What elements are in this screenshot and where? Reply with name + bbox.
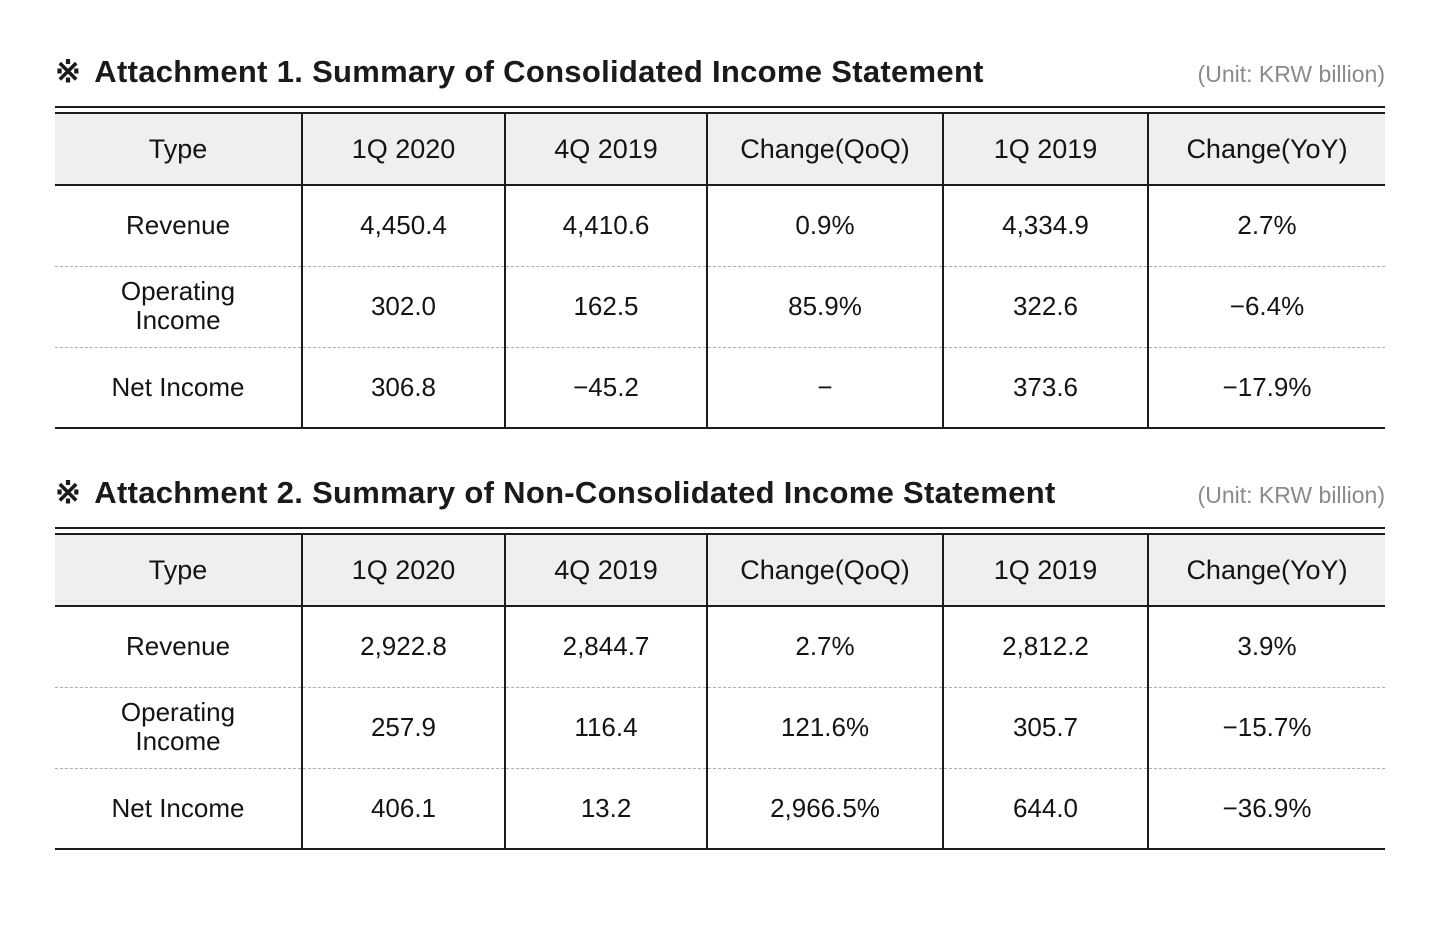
column-header-4q2019: 4Q 2019 <box>504 113 707 186</box>
reference-mark: ※ <box>55 475 82 510</box>
table-cell: 4,334.9 <box>942 185 1148 266</box>
column-header-1q2019: 1Q 2019 <box>942 113 1148 186</box>
table-row-net-income: Net Income 306.8 −45.2 − 373.6 −17.9% <box>55 346 1385 428</box>
table-row-revenue: Revenue 4,450.4 4,410.6 0.9% 4,334.9 2.7… <box>55 185 1385 266</box>
table-cell: 162.5 <box>504 265 707 347</box>
table-cell: − <box>706 346 943 428</box>
row-label: Operating Income <box>55 686 302 768</box>
table-cell: 406.1 <box>301 767 505 849</box>
table-cell: 85.9% <box>706 265 943 347</box>
table-cell: 305.7 <box>942 686 1148 768</box>
row-label-text: Revenue <box>125 210 231 241</box>
attachment-2-title-row: ※ Attachment 2. Summary of Non-Consolidat… <box>55 475 1385 511</box>
table-cell: −45.2 <box>504 346 707 428</box>
column-header-1q2020: 1Q 2020 <box>301 113 505 186</box>
table-cell: 3.9% <box>1147 606 1385 687</box>
column-header-change-yoy: Change(YoY) <box>1147 113 1385 186</box>
table-cell: 13.2 <box>504 767 707 849</box>
header-row: Type 1Q 2020 4Q 2019 Change(QoQ) 1Q 2019… <box>55 534 1385 607</box>
table-cell: 257.9 <box>301 686 505 768</box>
table-cell: −17.9% <box>1147 346 1385 428</box>
row-label-text: Revenue <box>125 631 231 662</box>
table-cell: 121.6% <box>706 686 943 768</box>
attachment-2-title-text: Attachment 2. Summary of Non-Consolidate… <box>94 475 1056 510</box>
table-cell: 306.8 <box>301 346 505 428</box>
attachment-1-title-text: Attachment 1. Summary of Consolidated In… <box>94 54 984 89</box>
table-row-operating-income: Operating Income 257.9 116.4 121.6% 305.… <box>55 686 1385 768</box>
consolidated-income-table-wrap: Type 1Q 2020 4Q 2019 Change(QoQ) 1Q 2019… <box>55 106 1385 429</box>
table-cell: −36.9% <box>1147 767 1385 849</box>
reference-mark: ※ <box>55 54 82 89</box>
table-cell: 373.6 <box>942 346 1148 428</box>
column-header-type: Type <box>55 534 302 607</box>
consolidated-income-table: Type 1Q 2020 4Q 2019 Change(QoQ) 1Q 2019… <box>55 112 1385 429</box>
table-cell: 0.9% <box>706 185 943 266</box>
table-row-revenue: Revenue 2,922.8 2,844.7 2.7% 2,812.2 3.9… <box>55 606 1385 687</box>
column-header-1q2019: 1Q 2019 <box>942 534 1148 607</box>
table-row-operating-income: Operating Income 302.0 162.5 85.9% 322.6… <box>55 265 1385 347</box>
column-header-change-qoq: Change(QoQ) <box>706 534 943 607</box>
table-cell: −6.4% <box>1147 265 1385 347</box>
attachment-2-title: ※ Attachment 2. Summary of Non-Consolidat… <box>55 475 1056 511</box>
row-label-text: Net Income <box>111 371 245 402</box>
non-consolidated-income-table-wrap: Type 1Q 2020 4Q 2019 Change(QoQ) 1Q 2019… <box>55 527 1385 850</box>
row-label: Net Income <box>55 767 302 849</box>
table-cell: 2,966.5% <box>706 767 943 849</box>
unit-label: (Unit: KRW billion) <box>1197 61 1385 87</box>
column-header-change-qoq: Change(QoQ) <box>706 113 943 186</box>
table-cell: 2,922.8 <box>301 606 505 687</box>
row-label-text: Net Income <box>111 792 245 823</box>
table-cell: 2,844.7 <box>504 606 707 687</box>
table-cell: 322.6 <box>942 265 1148 347</box>
table-cell: −15.7% <box>1147 686 1385 768</box>
table-cell: 302.0 <box>301 265 505 347</box>
row-label: Revenue <box>55 185 302 266</box>
table-cell: 644.0 <box>942 767 1148 849</box>
row-label: Operating Income <box>55 265 302 347</box>
table-row-net-income: Net Income 406.1 13.2 2,966.5% 644.0 −36… <box>55 767 1385 849</box>
non-consolidated-income-table: Type 1Q 2020 4Q 2019 Change(QoQ) 1Q 2019… <box>55 533 1385 850</box>
table-cell: 2.7% <box>706 606 943 687</box>
column-header-change-yoy: Change(YoY) <box>1147 534 1385 607</box>
table-cell: 116.4 <box>504 686 707 768</box>
row-label-text: Operating Income <box>120 696 236 757</box>
table-cell: 2,812.2 <box>942 606 1148 687</box>
attachment-1-title: ※ Attachment 1. Summary of Consolidated I… <box>55 54 984 90</box>
attachment-1-title-row: ※ Attachment 1. Summary of Consolidated I… <box>55 54 1385 90</box>
row-label: Net Income <box>55 346 302 428</box>
column-header-type: Type <box>55 113 302 186</box>
table-cell: 4,410.6 <box>504 185 707 266</box>
unit-label: (Unit: KRW billion) <box>1197 482 1385 508</box>
table-cell: 2.7% <box>1147 185 1385 266</box>
column-header-4q2019: 4Q 2019 <box>504 534 707 607</box>
table-cell: 4,450.4 <box>301 185 505 266</box>
header-row: Type 1Q 2020 4Q 2019 Change(QoQ) 1Q 2019… <box>55 113 1385 186</box>
row-label: Revenue <box>55 606 302 687</box>
attachment-2-section: ※ Attachment 2. Summary of Non-Consolidat… <box>55 475 1385 850</box>
attachment-1-section: ※ Attachment 1. Summary of Consolidated I… <box>55 54 1385 429</box>
column-header-1q2020: 1Q 2020 <box>301 534 505 607</box>
row-label-text: Operating Income <box>120 275 236 336</box>
